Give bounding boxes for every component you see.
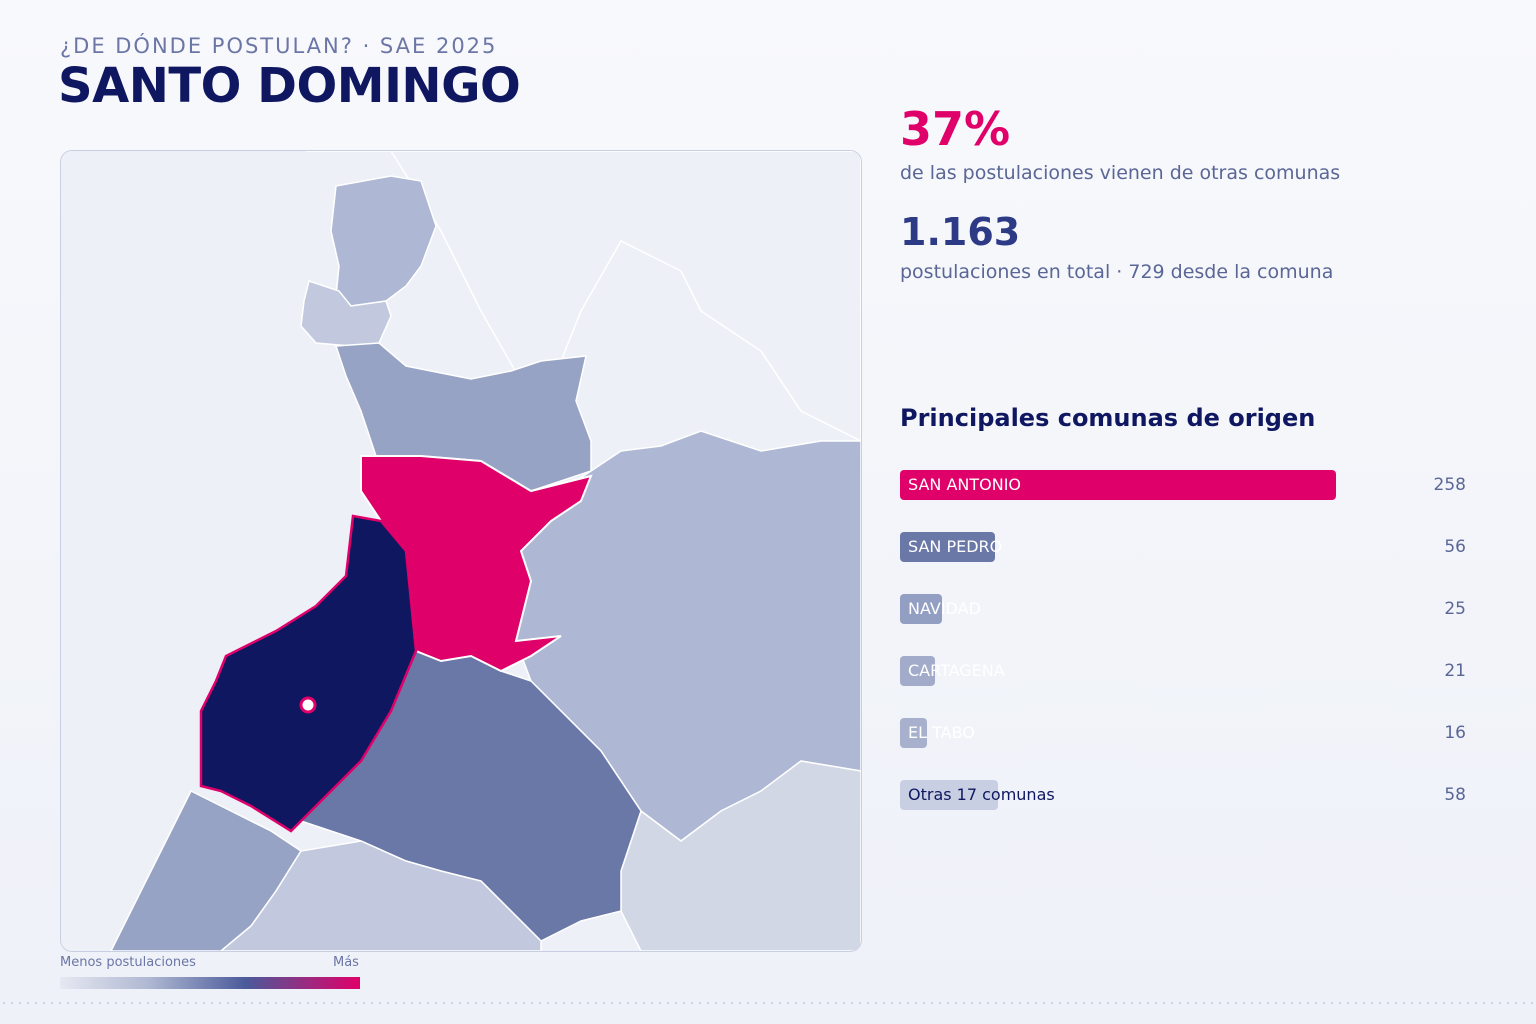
region-highlight-commune	[199, 514, 418, 833]
ranking-label: Otras 17 comunas	[908, 785, 1055, 804]
page-title: SANTO DOMINGO	[58, 58, 521, 114]
bottom-divider	[0, 1002, 1536, 1004]
ranking-list: SAN ANTONIO 258 SAN PEDRO 56 NAVIDAD 25 CARTAG…	[900, 470, 1466, 842]
page-kicker: ¿DE DÓNDE POSTULAN? · SAE 2025	[60, 34, 498, 58]
ranking-label: SAN PEDRO	[908, 537, 1003, 556]
ranking-label: EL TABO	[908, 723, 975, 742]
ranking-row: CARTAGENA 21	[900, 656, 1466, 718]
ranking-bar	[900, 470, 1336, 500]
ranking-bar	[900, 656, 935, 686]
region-north-1	[330, 175, 437, 307]
ranking-value: 16	[1444, 723, 1466, 743]
ranking-value: 258	[1433, 475, 1466, 495]
ranking-label: SAN ANTONIO	[908, 475, 1022, 494]
total-applications: 1.163	[900, 210, 1021, 254]
external-percentage: 37%	[900, 102, 1011, 156]
region-upper-mid	[334, 342, 592, 492]
choropleth-map	[60, 150, 862, 952]
legend-color-scale	[60, 977, 360, 989]
ranking-value: 21	[1444, 661, 1466, 681]
external-percentage-desc: de las postulaciones vienen de otras com…	[900, 162, 1341, 184]
total-applications-desc: postulaciones en total · 729 desde la co…	[900, 261, 1334, 283]
ranking-row: Otras 17 comunas 58	[900, 780, 1466, 842]
ranking-bar	[900, 780, 998, 810]
ranking-label: NAVIDAD	[908, 599, 981, 618]
ranking-bar	[900, 594, 942, 624]
ranking-label: CARTAGENA	[908, 661, 1005, 680]
region-north-east	[306, 151, 861, 442]
ranking-row: NAVIDAD 25	[900, 594, 1466, 656]
ranking-value: 58	[1444, 785, 1466, 805]
location-marker	[299, 696, 317, 714]
legend-max-label: Más	[333, 955, 359, 970]
ranking-value: 56	[1444, 537, 1466, 557]
ranking-row: SAN PEDRO 56	[900, 532, 1466, 594]
ranking-bar	[900, 532, 995, 562]
legend-min-label: Menos postulaciones	[60, 955, 196, 970]
map-svg	[61, 151, 861, 951]
ranking-title: Principales comunas de origen	[900, 404, 1316, 432]
region-south-bottom	[219, 840, 542, 951]
ranking-value: 25	[1444, 599, 1466, 619]
ranking-row: SAN ANTONIO 258	[900, 470, 1466, 532]
ranking-row: EL TABO 16	[900, 718, 1466, 780]
ranking-bar	[900, 718, 927, 748]
